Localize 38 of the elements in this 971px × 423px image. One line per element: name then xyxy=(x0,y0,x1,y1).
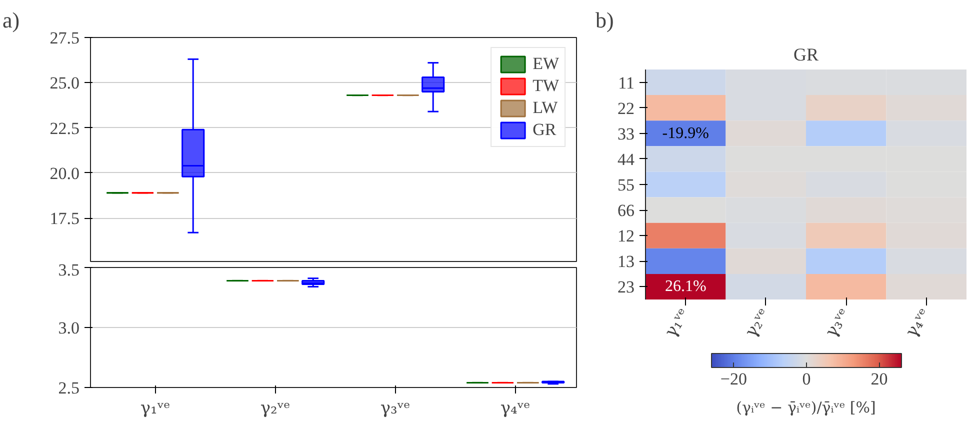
color-bar-title: (γᵢᵛᵉ − γ̄ᵢᵛᵉ)/γ̄ᵢᵛᵉ [%] xyxy=(736,398,876,416)
y-tick-label: 66 xyxy=(618,201,634,220)
x-tick-label: γ₂ᵛᵉ xyxy=(741,305,774,342)
y-tick-label: 3.5 xyxy=(58,260,80,280)
legend-label: LW xyxy=(532,98,558,118)
x-tick-label: γ₄ᵛᵉ xyxy=(500,398,530,418)
x-tick-label: γ₁ᵛᵉ xyxy=(140,398,170,418)
x-tick-label: γ₃ᵛᵉ xyxy=(380,398,410,418)
x-tick-label: γ₁ᵛᵉ xyxy=(661,305,694,342)
y-tick-label: 22 xyxy=(618,98,634,118)
y-tick-label: 11 xyxy=(618,73,635,92)
text: a) xyxy=(2,8,20,32)
y-tick-label: 13 xyxy=(618,252,634,272)
y-tick-label: 55 xyxy=(618,176,634,194)
y-tick-label: 33 xyxy=(618,124,634,144)
y-tick-label: 17.5 xyxy=(50,209,80,228)
color-bar-label: 20 xyxy=(870,370,888,388)
x-tick-label: γ₂ᵛᵉ xyxy=(260,398,290,418)
y-tick-label: 12 xyxy=(618,226,634,246)
y-tick-label: 23 xyxy=(618,278,634,297)
x-tick-label: γ₄ᵛᵉ xyxy=(902,305,935,342)
legend-label: TW xyxy=(532,76,559,96)
legend-label: EW xyxy=(532,54,559,74)
x-tick-label: γ₃ᵛᵉ xyxy=(822,305,855,342)
text: b) xyxy=(596,8,614,32)
legend-label: GR xyxy=(532,120,556,140)
y-tick-label: 20.0 xyxy=(50,164,80,183)
chart-title: GR xyxy=(794,44,819,64)
y-tick-label: 3.0 xyxy=(58,318,80,338)
y-tick-label: 25.0 xyxy=(50,74,80,93)
color-bar-label: 0 xyxy=(802,370,811,388)
y-tick-label: 2.5 xyxy=(58,378,80,398)
y-tick-label: 27.5 xyxy=(50,28,80,48)
data-label: 26.1% xyxy=(664,278,706,296)
data-label: -19.9% xyxy=(662,124,709,142)
y-tick-label: 44 xyxy=(618,150,635,169)
y-tick-label: 22.5 xyxy=(50,118,80,138)
color-bar-label: −20 xyxy=(720,370,748,388)
